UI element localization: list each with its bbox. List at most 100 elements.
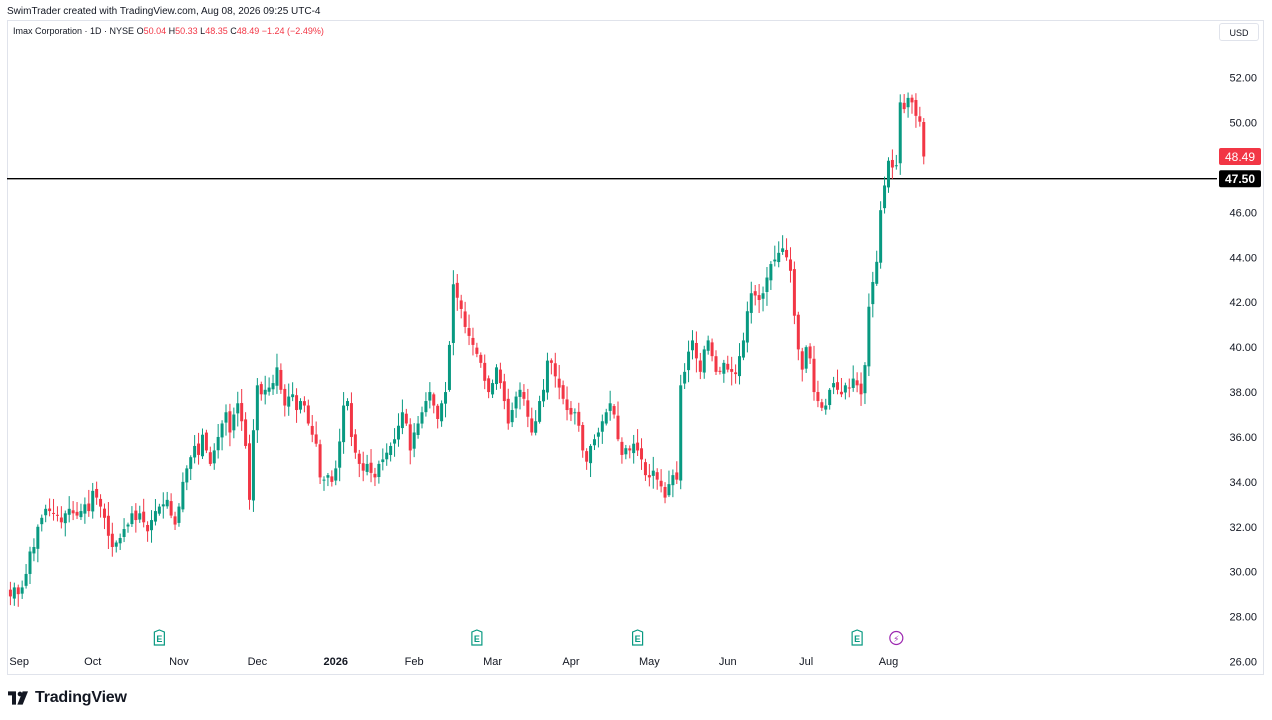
candle-body: [393, 439, 397, 444]
price-tags: 48.49 47.50: [1219, 148, 1261, 188]
candle-body: [161, 504, 165, 507]
candle-body: [632, 443, 636, 454]
candle-body: [436, 405, 440, 420]
candle-body: [690, 340, 694, 351]
x-tick-label: Sep: [9, 656, 29, 668]
earnings-event-icon: E: [632, 629, 644, 646]
candle-body: [322, 479, 326, 481]
candle-body: [557, 378, 561, 388]
candle-body: [643, 462, 647, 476]
candle-body: [757, 295, 761, 300]
candle-body: [785, 249, 789, 258]
candle-body: [871, 282, 875, 305]
candle-body: [781, 248, 785, 252]
candles: [8, 92, 926, 607]
y-tick-label: 38.00: [1229, 387, 1257, 399]
candle-body: [248, 443, 252, 500]
candle-body: [894, 165, 898, 167]
tradingview-brand[interactable]: TradingView: [8, 688, 127, 708]
candle-body: [142, 511, 146, 523]
candle-body: [279, 369, 283, 390]
candle-body: [824, 405, 828, 410]
candle-body: [906, 97, 910, 108]
high-label: H: [168, 26, 176, 36]
candle-body: [36, 526, 40, 549]
candle-body: [514, 396, 518, 409]
candle-body: [585, 451, 589, 462]
candle-body: [561, 385, 565, 399]
currency-button[interactable]: USD: [1219, 23, 1259, 41]
candle-body: [698, 360, 702, 372]
candle-body: [224, 412, 228, 423]
candle-body: [475, 347, 479, 354]
candle-body: [777, 252, 781, 263]
candle-body: [259, 384, 263, 395]
candle-body: [295, 395, 299, 411]
candle-body: [220, 423, 224, 438]
candle-body: [867, 306, 871, 367]
x-tick-label: Jun: [719, 656, 737, 668]
candle-body: [522, 392, 526, 399]
candle-body: [216, 436, 220, 451]
event-badge-label: ⚡: [893, 635, 899, 645]
candle-body: [150, 520, 154, 531]
candle-body: [655, 472, 659, 480]
candle-body: [788, 259, 792, 271]
candle-body: [251, 430, 255, 501]
candle-body: [75, 511, 79, 516]
y-tick-label: 30.00: [1229, 567, 1257, 579]
candle-body: [859, 383, 863, 395]
time-axis: Sep Oct Nov Dec 2026 Feb Mar Apr May Jun Jul Aug: [9, 656, 898, 668]
earnings-badge-label: E: [474, 634, 480, 644]
candle-body: [451, 284, 455, 343]
candle-body: [52, 512, 56, 514]
candle-body: [534, 421, 538, 433]
candle-body: [600, 421, 604, 432]
candle-body: [95, 488, 99, 498]
low-label: L: [200, 26, 206, 36]
candle-body: [761, 293, 765, 299]
candle-body: [373, 473, 377, 478]
open-value: 50.04: [143, 26, 167, 36]
candle-body: [212, 450, 216, 464]
x-tick-label: May: [639, 656, 660, 668]
earnings-badge-shape: [851, 629, 863, 646]
candle-body: [326, 475, 330, 478]
candle-body: [604, 412, 608, 424]
candle-body: [581, 425, 585, 451]
candle-body: [40, 517, 44, 525]
candle-body: [349, 403, 353, 437]
candle-body: [232, 414, 236, 431]
candle-body: [106, 515, 110, 536]
candle-body: [463, 311, 467, 327]
candle-body: [283, 388, 287, 406]
y-tick-label: 40.00: [1229, 342, 1257, 354]
candle-body: [820, 402, 824, 408]
candle-body: [169, 501, 173, 516]
candle-body: [796, 314, 800, 350]
chart-pane[interactable]: [7, 20, 1264, 675]
candle-body: [922, 122, 926, 157]
candle-body: [302, 401, 306, 406]
candle-body: [879, 210, 883, 263]
open-label: O: [136, 26, 144, 36]
candle-body: [32, 547, 36, 554]
x-tick-label: Feb: [405, 656, 424, 668]
candle-body: [565, 399, 569, 411]
y-tick-label: 44.00: [1229, 252, 1257, 264]
candle-body: [275, 367, 279, 386]
candle-body: [753, 291, 757, 296]
earnings-badge-shape: [153, 629, 165, 646]
close-value: 48.49: [236, 26, 260, 36]
candle-body: [738, 356, 742, 377]
candle-body: [126, 524, 130, 527]
candle-body: [334, 468, 338, 481]
x-tick-label: Apr: [562, 656, 579, 668]
candle-body: [114, 542, 118, 547]
candle-body: [863, 365, 867, 394]
candle-body: [843, 385, 847, 393]
candle-body: [404, 413, 408, 424]
candle-body: [875, 261, 879, 284]
candle-body: [902, 102, 906, 110]
